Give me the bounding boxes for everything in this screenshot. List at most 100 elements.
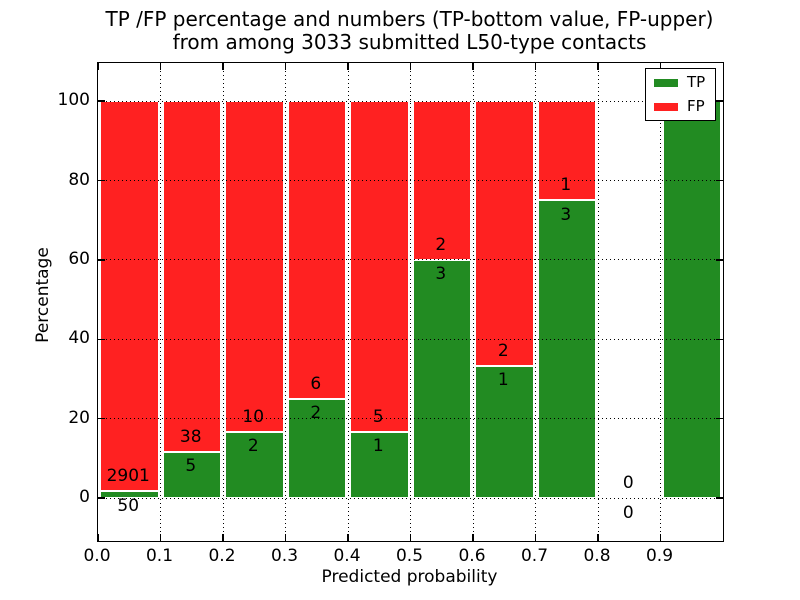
bar-segment-fp: [475, 101, 534, 366]
bar-segment-tp: [412, 259, 471, 499]
y-tick-label: 80: [68, 169, 90, 190]
x-gridline: [472, 63, 474, 541]
y-tick-label: 20: [68, 407, 90, 428]
x-tick-label: 0.6: [458, 546, 486, 566]
x-tick-label: 0.1: [145, 546, 174, 566]
tp-count-label: 5: [185, 456, 197, 477]
bar-segment-tp: [350, 431, 409, 499]
x-axis-label: Predicted probability: [321, 567, 498, 587]
x-tick-mark: [409, 534, 412, 541]
x-tick-label: 0.7: [520, 546, 549, 566]
x-gridline: [535, 63, 536, 541]
y-tick-mark: [98, 417, 105, 420]
x-tick-label: 0.4: [333, 546, 361, 566]
y-gridline: [98, 259, 723, 261]
tp-legend-label: TP: [687, 73, 706, 91]
plot-area: TP FP: [97, 62, 724, 542]
tp-count-label: 2: [247, 436, 259, 457]
fp-count-label: 10: [242, 406, 265, 427]
bar-segment-fp: [287, 101, 346, 399]
y-tick-mark-right: [716, 497, 723, 499]
x-tick-mark-top: [159, 63, 162, 70]
x-tick-mark-top: [347, 63, 349, 70]
x-tick-label: 0.8: [583, 546, 611, 566]
y-tick-mark: [98, 179, 105, 182]
legend: TP FP: [645, 68, 717, 121]
bar-segment-tp: [287, 398, 346, 499]
fp-count-label: 5: [372, 406, 384, 427]
tp-count-label: 2: [310, 403, 322, 424]
fp-count-label: 2901: [106, 466, 150, 487]
fp-legend-swatch: [654, 102, 678, 111]
tp-count-label: 0: [622, 502, 634, 523]
fp-count-label: 2: [497, 340, 509, 361]
legend-item-tp: TP: [654, 75, 705, 90]
y-tick-label: 0: [79, 487, 90, 508]
x-tick-mark: [597, 534, 599, 541]
x-tick-mark: [472, 534, 474, 541]
chart-title-line1: TP /FP percentage and numbers (TP-bottom…: [105, 7, 714, 31]
y-gridline: [98, 418, 723, 420]
x-tick-label: 0.2: [208, 546, 236, 566]
x-tick-mark: [222, 534, 224, 541]
x-gridline: [660, 63, 661, 541]
x-gridline: [410, 63, 411, 541]
x-tick-mark: [284, 534, 287, 541]
y-gridline: [98, 100, 723, 102]
bar-segment-tp: [662, 101, 721, 499]
tp-count-label: 3: [435, 264, 447, 285]
y-tick-mark-right: [716, 179, 723, 182]
x-tick-mark-top: [97, 63, 99, 70]
bar-segment-fp: [350, 101, 409, 432]
tp-count-label: 1: [497, 370, 509, 391]
y-tick-mark: [98, 338, 105, 341]
bar-segment-tp: [225, 431, 284, 499]
x-tick-label: 0.9: [645, 546, 674, 566]
x-gridline: [222, 63, 224, 541]
bar-segment-fp: [225, 101, 284, 432]
y-tick-mark: [98, 497, 105, 499]
x-tick-mark: [347, 534, 349, 541]
tp-legend-swatch: [654, 78, 678, 87]
x-tick-mark-top: [409, 63, 412, 70]
bar-segment-tp: [162, 451, 221, 499]
x-tick-mark-top: [284, 63, 287, 70]
x-tick-mark-top: [534, 63, 537, 70]
tp-count-label: 50: [117, 495, 140, 516]
fp-legend-label: FP: [687, 97, 705, 115]
fp-count-label: 38: [179, 426, 202, 447]
y-tick-label: 60: [68, 248, 90, 269]
y-gridline: [98, 180, 723, 181]
y-tick-mark-right: [716, 100, 723, 102]
chart-title-line2: from among 3033 submitted L50-type conta…: [172, 30, 647, 54]
chart-title: TP /FP percentage and numbers (TP-bottom…: [97, 8, 722, 54]
tp-count-label: 3: [560, 204, 572, 225]
y-gridline: [98, 497, 723, 499]
x-tick-mark: [97, 534, 99, 541]
bar-segment-fp: [537, 101, 596, 201]
x-tick-label: 0.3: [270, 546, 299, 566]
y-gridline: [98, 338, 723, 340]
x-tick-label: 0.0: [83, 546, 111, 566]
fp-count-label: 1: [560, 175, 572, 196]
x-tick-mark-top: [597, 63, 599, 70]
y-tick-label: 100: [57, 90, 90, 111]
x-gridline: [285, 63, 286, 541]
y-tick-mark-right: [716, 417, 723, 420]
y-tick-mark-right: [716, 259, 723, 261]
tp-count-label: 1: [372, 436, 384, 457]
y-tick-mark: [98, 259, 105, 261]
bar-segment-tp: [475, 365, 534, 499]
fp-count-label: 6: [310, 373, 322, 394]
x-tick-label: 0.5: [395, 546, 424, 566]
x-gridline: [160, 63, 161, 541]
x-tick-mark: [659, 534, 662, 541]
legend-item-fp: FP: [654, 99, 705, 114]
x-tick-mark: [534, 534, 537, 541]
y-tick-mark-right: [716, 338, 723, 341]
bar-segment-tp: [537, 200, 596, 499]
y-tick-label: 40: [68, 328, 90, 349]
x-tick-mark-top: [659, 63, 662, 70]
x-tick-mark-top: [472, 63, 474, 70]
